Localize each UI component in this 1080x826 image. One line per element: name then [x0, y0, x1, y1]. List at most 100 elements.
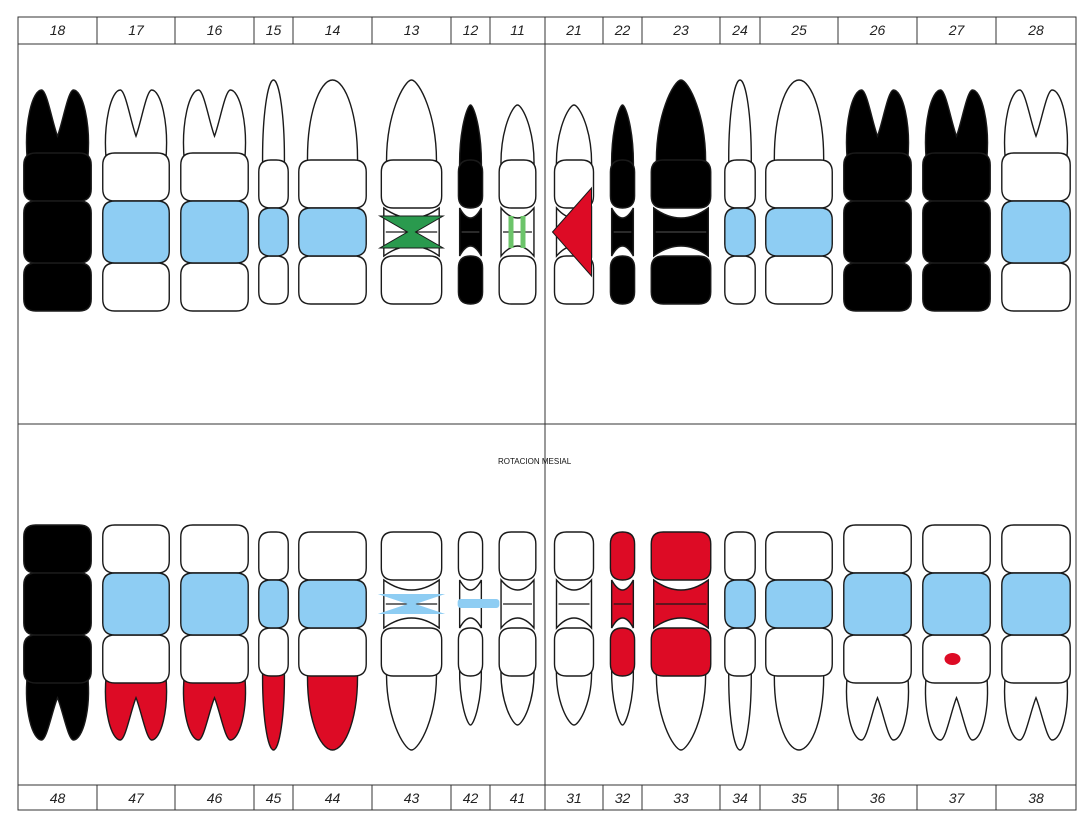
upper-tooth-number-14[interactable]: 14 — [325, 22, 341, 38]
tooth-crown-lingual — [180, 262, 249, 312]
lower-tooth-number-32[interactable]: 32 — [615, 790, 631, 806]
lower-tooth-44[interactable] — [298, 531, 367, 751]
tooth-occlusal-surface — [258, 207, 289, 257]
upper-tooth-number-21[interactable]: 21 — [565, 22, 582, 38]
upper-tooth-number-24[interactable]: 24 — [731, 22, 748, 38]
tooth-root — [385, 79, 438, 169]
upper-tooth-28[interactable] — [1001, 89, 1071, 312]
green-bar-marker — [508, 216, 514, 248]
tooth-occlusal-surface — [298, 207, 367, 257]
restoration-hourglass-marker — [377, 594, 446, 614]
upper-tooth-number-23[interactable]: 23 — [672, 22, 689, 38]
upper-tooth-number-11[interactable]: 11 — [510, 22, 525, 38]
lower-tooth-number-37[interactable]: 37 — [949, 790, 966, 806]
tooth-root — [25, 674, 90, 741]
tooth-crown-buccal — [765, 627, 833, 677]
lower-tooth-number-44[interactable]: 44 — [325, 790, 341, 806]
lower-tooth-36[interactable] — [843, 524, 912, 741]
lower-tooth-34[interactable] — [724, 531, 756, 751]
upper-tooth-number-22[interactable]: 22 — [614, 22, 631, 38]
upper-tooth-13[interactable] — [377, 79, 446, 305]
lower-tooth-45[interactable] — [258, 531, 289, 751]
upper-tooth-21[interactable] — [551, 104, 595, 305]
lower-tooth-number-35[interactable]: 35 — [791, 790, 807, 806]
lower-tooth-number-43[interactable]: 43 — [404, 790, 420, 806]
upper-tooth-number-27[interactable]: 27 — [948, 22, 966, 38]
upper-tooth-number-12[interactable]: 12 — [463, 22, 479, 38]
upper-tooth-number-25[interactable]: 25 — [790, 22, 807, 38]
lower-tooth-number-31[interactable]: 31 — [566, 790, 582, 806]
upper-tooth-23[interactable] — [650, 79, 712, 305]
upper-tooth-17[interactable] — [102, 89, 170, 312]
upper-tooth-12[interactable] — [457, 104, 484, 305]
tooth-crown-lingual — [498, 255, 537, 305]
upper-tooth-number-28[interactable]: 28 — [1027, 22, 1044, 38]
lower-tooth-number-34[interactable]: 34 — [732, 790, 748, 806]
tooth-occlusal-surface — [180, 572, 249, 636]
tooth-crown-buccal — [258, 159, 289, 209]
lower-tooth-number-47[interactable]: 47 — [128, 790, 145, 806]
upper-tooth-number-13[interactable]: 13 — [404, 22, 420, 38]
tooth-crown-buccal — [457, 627, 484, 677]
upper-tooth-24[interactable] — [724, 79, 756, 305]
upper-tooth-number-16[interactable]: 16 — [207, 22, 223, 38]
lower-tooth-number-48[interactable]: 48 — [50, 790, 66, 806]
tooth-occlusal-surface — [724, 579, 756, 629]
tooth-crown-lingual — [650, 255, 712, 305]
lower-tooth-32[interactable] — [609, 531, 636, 726]
lower-tooth-37[interactable] — [922, 524, 991, 741]
upper-tooth-number-15[interactable]: 15 — [266, 22, 282, 38]
lower-tooth-number-41[interactable]: 41 — [510, 790, 526, 806]
lower-tooth-42[interactable] — [457, 531, 500, 726]
upper-tooth-11[interactable] — [498, 104, 537, 305]
tooth-crown-lingual — [23, 524, 92, 574]
tooth-root — [25, 89, 90, 162]
lower-tooth-41[interactable] — [498, 531, 537, 726]
upper-tooth-number-17[interactable]: 17 — [128, 22, 145, 38]
lower-tooth-33[interactable] — [650, 531, 712, 751]
tooth-crown-buccal — [843, 634, 912, 684]
tooth-crown-lingual — [609, 255, 636, 305]
upper-tooth-15[interactable] — [258, 79, 289, 305]
chart-frame — [17, 16, 1077, 811]
tooth-crown-lingual — [765, 531, 833, 581]
tooth-root — [924, 674, 989, 741]
tooth-crown-buccal — [1001, 634, 1071, 684]
tooth-root — [555, 104, 593, 169]
lower-tooth-43[interactable] — [377, 531, 446, 751]
lower-tooth-48[interactable] — [23, 524, 92, 741]
lower-tooth-46[interactable] — [180, 524, 249, 741]
tooth-crown-buccal — [650, 627, 712, 677]
lower-tooth-31[interactable] — [553, 531, 595, 726]
lower-arch — [23, 524, 1071, 751]
upper-tooth-14[interactable] — [298, 79, 367, 305]
lower-tooth-number-42[interactable]: 42 — [463, 790, 479, 806]
lower-tooth-number-46[interactable]: 46 — [207, 790, 223, 806]
tooth-crown-buccal — [609, 159, 636, 209]
upper-tooth-25[interactable] — [765, 79, 833, 305]
tooth-crown-lingual — [258, 531, 289, 581]
lower-tooth-number-38[interactable]: 38 — [1028, 790, 1044, 806]
upper-tooth-16[interactable] — [180, 89, 249, 312]
tooth-crown-buccal — [298, 627, 367, 677]
lower-tooth-number-36[interactable]: 36 — [870, 790, 886, 806]
upper-tooth-number-26[interactable]: 26 — [869, 22, 886, 38]
tooth-crown-buccal — [765, 159, 833, 209]
lower-tooth-47[interactable] — [102, 524, 170, 741]
upper-tooth-18[interactable] — [23, 89, 92, 312]
tooth-crown-lingual — [922, 524, 991, 574]
lower-tooth-number-33[interactable]: 33 — [673, 790, 689, 806]
tooth-root — [1003, 674, 1069, 741]
lower-tooth-35[interactable] — [765, 531, 833, 751]
upper-tooth-26[interactable] — [843, 89, 912, 312]
upper-tooth-22[interactable] — [609, 104, 636, 305]
tooth-root — [655, 79, 707, 169]
lower-tooth-38[interactable] — [1001, 524, 1071, 741]
tooth-crown-buccal — [180, 634, 249, 684]
upper-tooth-27[interactable] — [922, 89, 991, 312]
lower-tooth-number-45[interactable]: 45 — [266, 790, 282, 806]
upper-tooth-number-18[interactable]: 18 — [50, 22, 66, 38]
tooth-crown-lingual — [843, 524, 912, 574]
tooth-crown-buccal — [650, 159, 712, 209]
tooth-crown-buccal — [724, 627, 756, 677]
